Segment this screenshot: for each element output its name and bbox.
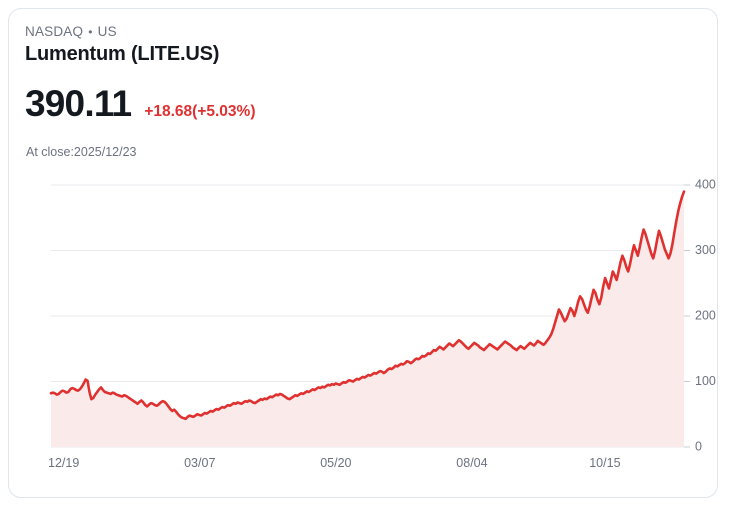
y-axis-tick-label: 100 — [695, 374, 716, 388]
separator-dot: • — [88, 25, 93, 40]
x-axis-tick-label: 10/15 — [589, 456, 620, 470]
stock-quote-card: NASDAQ • US Lumentum (LITE.US) 390.11 +18.… — [8, 8, 718, 498]
y-axis-labels: 0 100 200 300 400 — [695, 177, 716, 453]
x-axis-tick-label: 03/07 — [184, 456, 215, 470]
x-axis-tick-label: 05/20 — [320, 456, 351, 470]
x-axis-tick-label: 08/04 — [456, 456, 487, 470]
y-axis-tick-label: 400 — [695, 177, 716, 191]
y-axis-tick-label: 0 — [695, 439, 702, 453]
price-chart-svg[interactable]: 0 100 200 300 400 12/19 03/07 05/20 08/04 10/15 — [9, 169, 718, 489]
region-label: US — [97, 24, 117, 39]
price-row: 390.11 +18.68(+5.03%) — [25, 85, 256, 122]
page-title: Lumentum (LITE.US) — [25, 43, 220, 65]
market-status: At close:2025/12/23 — [26, 145, 137, 159]
exchange-region: NASDAQ • US — [25, 24, 117, 39]
price-value: 390.11 — [25, 83, 132, 124]
y-axis-tick-label: 300 — [695, 243, 716, 257]
price-chart[interactable]: 0 100 200 300 400 12/19 03/07 05/20 08/04 10/15 — [9, 169, 718, 489]
price-line — [49, 190, 686, 421]
price-area-fill — [51, 191, 684, 447]
x-axis-tick-label: 12/19 — [48, 456, 79, 470]
y-axis-tick-label: 200 — [695, 308, 716, 322]
x-axis-labels: 12/19 03/07 05/20 08/04 10/15 — [48, 456, 621, 470]
exchange-label: NASDAQ — [25, 24, 84, 39]
price-change: +18.68(+5.03%) — [144, 103, 256, 120]
